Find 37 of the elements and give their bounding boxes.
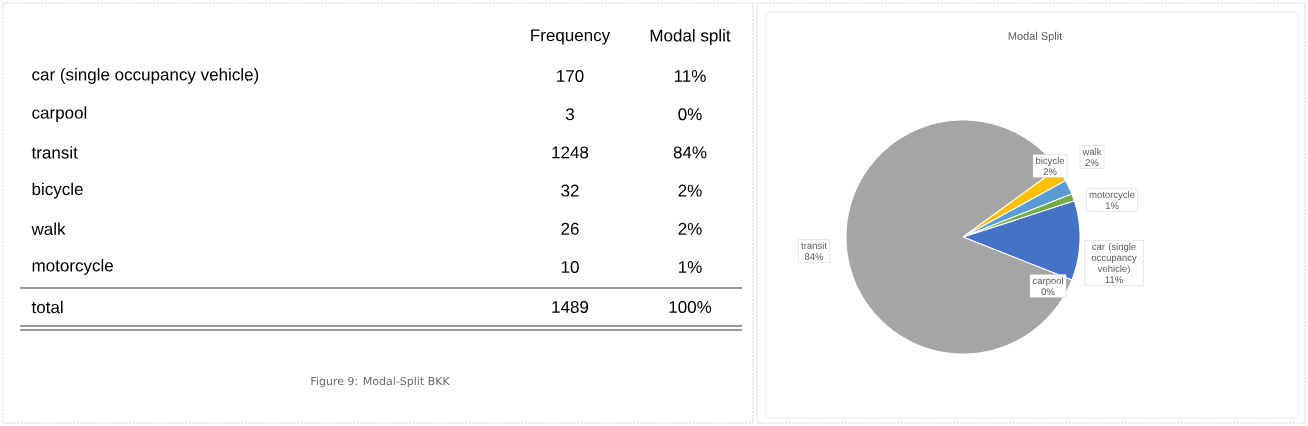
text: total [31, 300, 63, 314]
text: Frequency [531, 29, 611, 45]
category-label: motorcycle [32, 259, 113, 275]
text: 1489 [552, 300, 589, 314]
slice-label: car (single occupancy vehicle) [1091, 243, 1137, 274]
data-label: 26 [561, 222, 579, 235]
text: 0% [678, 108, 702, 121]
slice-label: motorcycle [1089, 191, 1135, 200]
category-label: walk [31, 222, 66, 236]
category-label: carpool [1032, 277, 1063, 286]
category-label: car (single occupancy vehicle) [32, 68, 259, 84]
slice-label: bicycle [1036, 157, 1065, 166]
text: Modal split [650, 29, 731, 45]
text: 100% [669, 300, 712, 314]
data-label: 3 [565, 108, 574, 121]
data-label: 11% [1105, 276, 1123, 283]
text: 11% [674, 70, 706, 82]
category-label: transit [31, 146, 78, 159]
chart-title: Modal Split [1008, 31, 1063, 43]
caption: Figure 9: Modal-Split BKK [311, 376, 450, 388]
text: 84% [673, 146, 707, 159]
text: 2% [678, 184, 702, 197]
data-label: 1% [1105, 202, 1119, 209]
text: 0% [1041, 288, 1055, 295]
data-label: 2% [1043, 168, 1057, 175]
slice-label: walk [1082, 148, 1102, 156]
data-label: 10 [561, 260, 579, 274]
data-label: 84% [804, 253, 824, 260]
data-label: 2% [1085, 159, 1099, 166]
data-label: 32 [561, 184, 579, 197]
category-label: bicycle [32, 182, 83, 199]
text: 2% [678, 222, 702, 235]
data-label: 170 [557, 69, 584, 83]
data-label: 1248 [552, 146, 589, 159]
slice-label: transit [801, 242, 827, 249]
category-label: carpool [32, 106, 87, 123]
text: 1% [679, 261, 702, 273]
